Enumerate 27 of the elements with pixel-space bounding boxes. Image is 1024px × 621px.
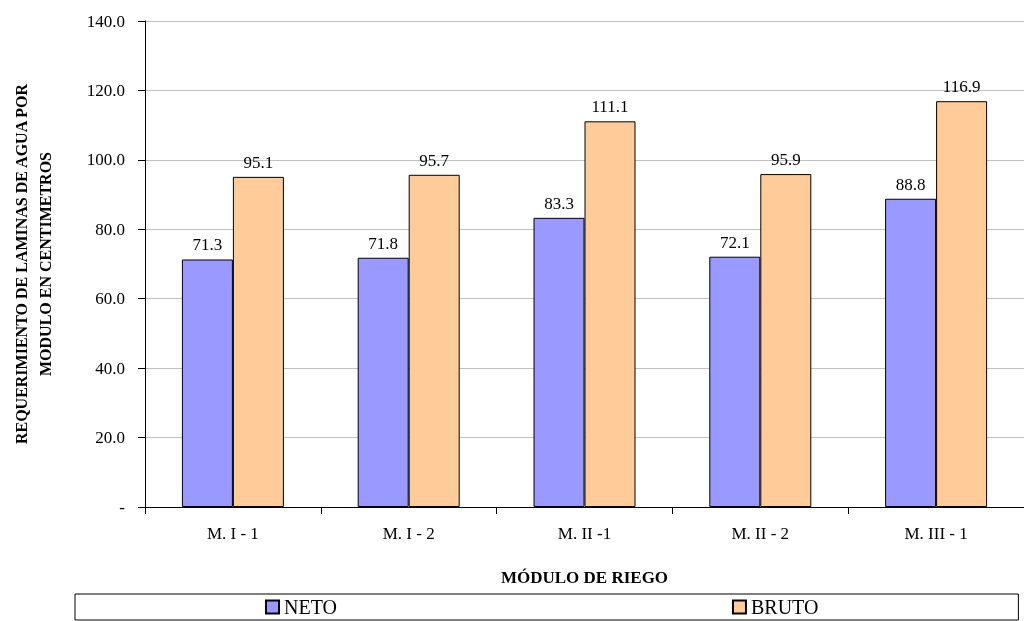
data-label: 71.3 [192,235,223,255]
y-tick-label: 120.0 [86,80,125,100]
legend-label: NETO [284,596,337,618]
y-tick-label: 40.0 [95,358,125,378]
x-tick-label: M. II -1 [557,524,612,543]
x-tick-label: M. II - 2 [731,524,790,543]
y-tick-label: 80.0 [95,219,125,239]
y-axis-title: REQUERIMIENTO DE LAMINAS DE AGUA POR MODULO EN CENTIMETROS [12,83,54,445]
x-axis-title: MÓDULO DE RIEGO [500,568,669,587]
data-label: 95.7 [419,150,450,170]
data-label: 116.9 [942,77,981,97]
data-label: 95.9 [770,150,801,170]
y-tick-label: 100.0 [86,150,125,170]
data-label: 83.3 [544,193,574,213]
x-tick-label: M. III - 1 [904,524,968,543]
data-label: 88.8 [895,174,926,194]
x-tick-label: M. I - 2 [382,524,435,543]
x-tick-label: M. I - 1 [206,524,259,543]
y-tick-label: - [119,497,126,517]
y-tick-label: 60.0 [95,289,125,309]
data-label: 72.1 [719,232,750,252]
y-tick-label: 20.0 [95,428,125,448]
data-label: 95.1 [243,152,274,172]
data-label: 71.8 [368,233,399,253]
legend-label: BRUTO [750,596,819,618]
data-label: 111.1 [591,97,629,117]
y-tick-label: 140.0 [86,11,125,31]
